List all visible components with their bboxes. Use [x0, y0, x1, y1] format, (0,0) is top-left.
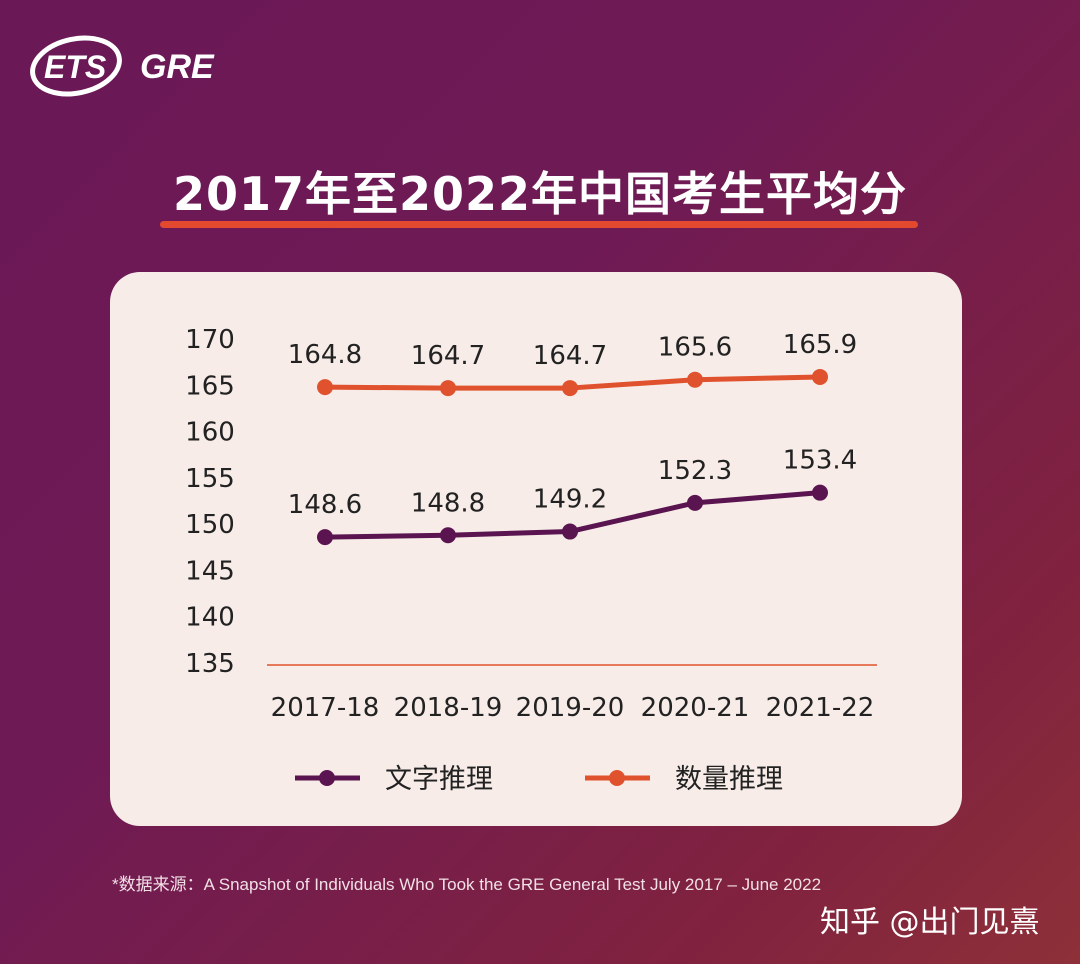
x-tick-label: 2020-21: [641, 693, 750, 723]
source-footnote: *数据来源：A Snapshot of Individuals Who Took…: [112, 875, 822, 894]
data-point: [440, 527, 456, 544]
legend-label: 数量推理: [675, 764, 783, 795]
page-title: 2017年至2022年中国考生平均分: [172, 167, 908, 221]
data-point: [687, 371, 703, 388]
data-label: 148.6: [288, 490, 362, 520]
data-point: [687, 494, 703, 511]
data-label: 164.7: [411, 341, 485, 371]
data-label: 148.8: [411, 488, 485, 518]
data-point: [812, 368, 828, 385]
data-label: 149.2: [533, 485, 607, 515]
data-point: [562, 523, 578, 540]
svg-text:ETS: ETS: [44, 49, 107, 85]
data-label: 165.9: [783, 330, 857, 360]
data-point: [812, 484, 828, 501]
legend-marker: [319, 770, 335, 786]
data-label: 165.6: [658, 333, 732, 363]
data-point: [317, 379, 333, 396]
data-label: 164.7: [533, 341, 607, 371]
y-tick-label: 160: [185, 418, 235, 448]
x-tick-label: 2019-20: [516, 693, 625, 723]
y-tick-label: 170: [185, 325, 235, 355]
watermark: 知乎 @出门见熹: [820, 905, 1040, 940]
svg-text:GRE: GRE: [140, 48, 215, 86]
title-underline: [160, 221, 918, 228]
y-tick-label: 140: [185, 603, 235, 633]
data-label: 153.4: [783, 446, 857, 476]
y-tick-label: 135: [185, 649, 235, 679]
x-tick-label: 2017-18: [271, 693, 380, 723]
y-tick-label: 165: [185, 371, 235, 401]
legend-label: 文字推理: [385, 764, 493, 795]
x-tick-label: 2018-19: [394, 693, 503, 723]
legend-marker: [609, 770, 625, 786]
ets-gre-logo: ETS GRE: [30, 35, 215, 97]
data-point: [562, 380, 578, 397]
x-tick-label: 2021-22: [766, 693, 875, 723]
data-label: 152.3: [658, 456, 732, 486]
y-tick-label: 145: [185, 556, 235, 586]
data-point: [440, 380, 456, 397]
y-tick-label: 155: [185, 464, 235, 494]
data-label: 164.8: [288, 340, 362, 370]
chart-card: [110, 272, 962, 826]
data-point: [317, 529, 333, 546]
y-tick-label: 150: [185, 510, 235, 540]
